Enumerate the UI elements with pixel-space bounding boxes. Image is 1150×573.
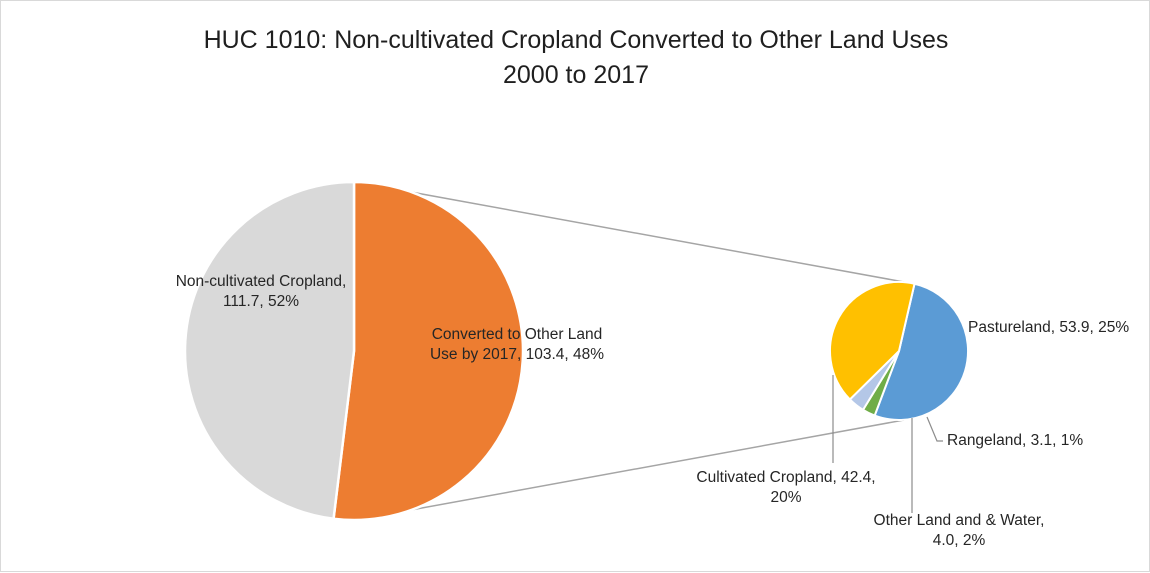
secondary-label-other-land-and-and-water: Other Land and & Water, 4.0, 2% bbox=[874, 512, 1045, 549]
main-pie bbox=[183, 180, 525, 522]
chart-title-line-2: 2000 to 2017 bbox=[503, 61, 649, 89]
secondary-label-cultivated-cropland: Cultivated Cropland, 42.4, 20% bbox=[696, 469, 875, 506]
secondary-label-pastureland: Pastureland, 53.9, 25% bbox=[968, 319, 1129, 336]
main-label-non-cultivated-cropland: Non-cultivated Cropland, 111.7, 52% bbox=[176, 273, 347, 310]
main-label-converted-to-other-land-use-by-2017: Converted to Other Land Use by 2017, 103.… bbox=[430, 326, 604, 363]
leader-lines bbox=[832, 375, 943, 513]
chart-title-line-1: HUC 1010: Non-cultivated Cropland Conver… bbox=[204, 26, 949, 54]
secondary-label-rangeland: Rangeland, 3.1, 1% bbox=[947, 432, 1083, 449]
main-slice-non-cultivated-cropland bbox=[332, 180, 525, 522]
connector-line-bottom bbox=[366, 419, 905, 519]
secondary-pie bbox=[829, 281, 969, 421]
secondary-slice-cultivated-cropland bbox=[829, 281, 916, 401]
connector-line-top bbox=[366, 183, 905, 283]
leader-line-rangeland bbox=[926, 416, 943, 442]
data-labels: Non-cultivated Cropland, 111.7, 52% Conver… bbox=[176, 273, 1130, 549]
secondary-slice-pastureland bbox=[873, 282, 969, 421]
main-slice-converted-to-other-land-use-by-2017 bbox=[183, 180, 356, 521]
connector-lines bbox=[366, 183, 905, 519]
